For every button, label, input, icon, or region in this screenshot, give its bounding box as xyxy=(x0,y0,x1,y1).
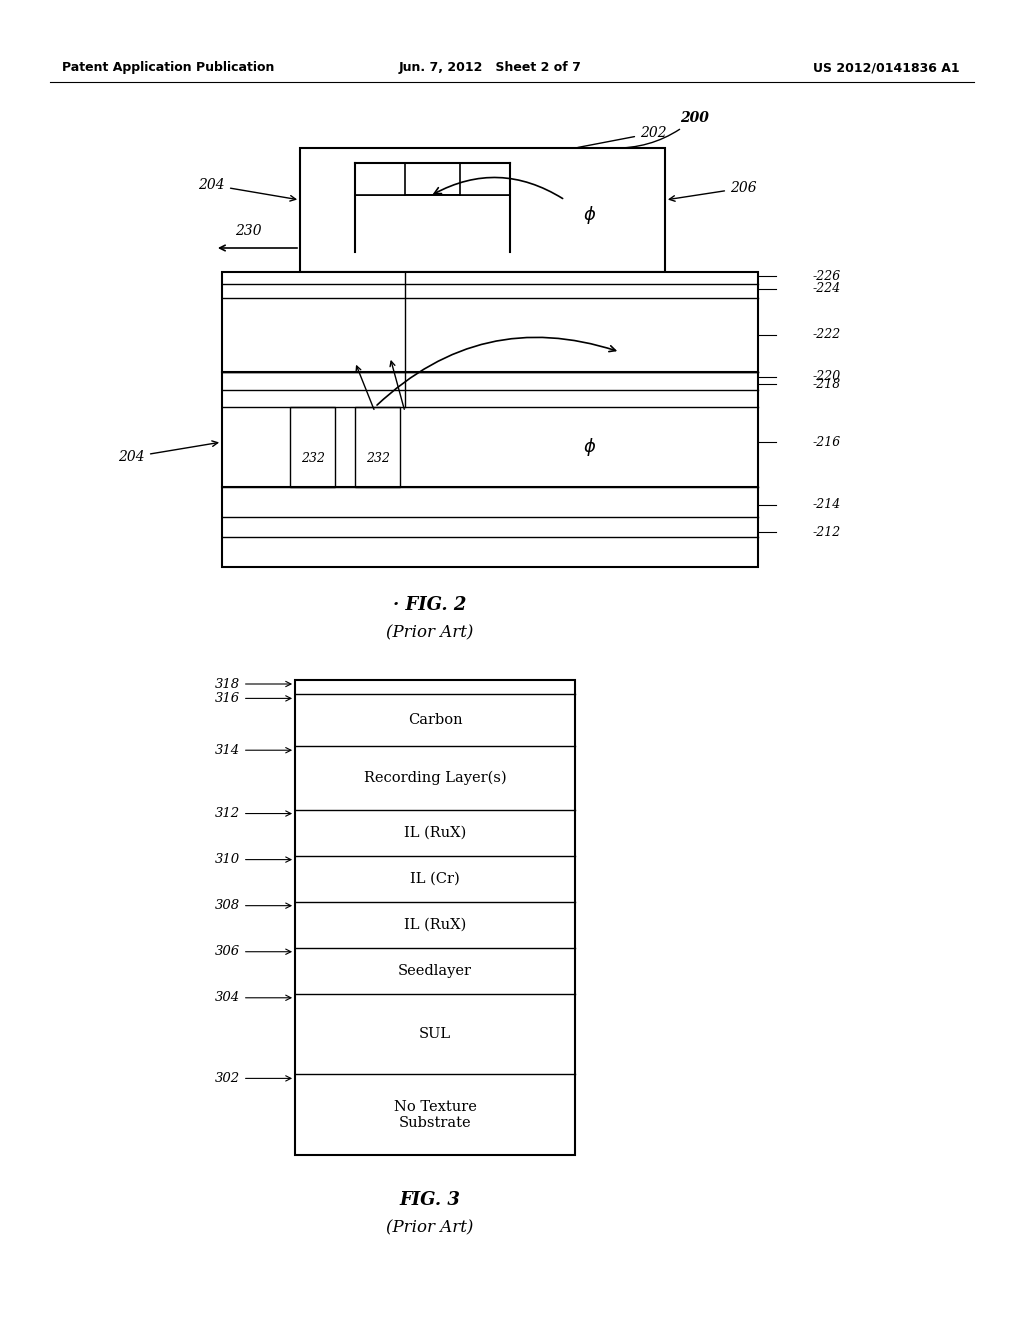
Text: 302: 302 xyxy=(215,1072,291,1085)
Text: 206: 206 xyxy=(670,181,757,201)
Text: Carbon: Carbon xyxy=(408,713,462,727)
FancyArrowPatch shape xyxy=(377,338,615,405)
Text: Jun. 7, 2012   Sheet 2 of 7: Jun. 7, 2012 Sheet 2 of 7 xyxy=(398,62,582,74)
Text: (Prior Art): (Prior Art) xyxy=(386,1220,474,1237)
Text: FIG. 3: FIG. 3 xyxy=(399,1191,461,1209)
Text: -218: -218 xyxy=(813,378,842,391)
Text: -222: -222 xyxy=(813,329,842,342)
Text: 204: 204 xyxy=(199,178,296,201)
Text: 314: 314 xyxy=(215,743,291,756)
Text: -216: -216 xyxy=(813,436,842,449)
Text: IL (Cr): IL (Cr) xyxy=(411,871,460,886)
Bar xyxy=(295,680,575,1155)
Bar xyxy=(355,407,400,487)
Text: -214: -214 xyxy=(813,499,842,511)
Bar xyxy=(356,165,509,194)
Bar xyxy=(290,407,335,487)
Text: No Texture
Substrate: No Texture Substrate xyxy=(393,1100,476,1130)
Text: -224: -224 xyxy=(813,282,842,296)
Text: · FIG. 2: · FIG. 2 xyxy=(393,597,467,614)
Text: IL (RuX): IL (RuX) xyxy=(403,917,466,932)
Text: -212: -212 xyxy=(813,525,842,539)
Text: 202: 202 xyxy=(578,125,667,148)
Text: $\phi$: $\phi$ xyxy=(584,436,597,458)
Text: 230: 230 xyxy=(234,224,261,238)
Text: (Prior Art): (Prior Art) xyxy=(386,624,474,642)
Text: -226: -226 xyxy=(813,269,842,282)
FancyArrowPatch shape xyxy=(356,366,374,409)
Text: 204: 204 xyxy=(119,441,218,465)
Text: 316: 316 xyxy=(215,692,291,705)
Bar xyxy=(355,162,510,195)
Bar xyxy=(355,162,406,195)
Text: Patent Application Publication: Patent Application Publication xyxy=(62,62,274,74)
FancyArrowPatch shape xyxy=(390,362,404,409)
Text: 308: 308 xyxy=(215,899,291,912)
Text: $\phi$: $\phi$ xyxy=(584,205,597,226)
Bar xyxy=(222,272,758,568)
Text: -220: -220 xyxy=(813,371,842,384)
Text: Recording Layer(s): Recording Layer(s) xyxy=(364,771,506,785)
Text: Seedlayer: Seedlayer xyxy=(398,964,472,978)
Text: US 2012/0141836 A1: US 2012/0141836 A1 xyxy=(813,62,961,74)
Bar xyxy=(460,162,510,195)
Text: 318: 318 xyxy=(215,677,291,690)
Text: IL (RuX): IL (RuX) xyxy=(403,825,466,840)
Text: SUL: SUL xyxy=(419,1027,451,1041)
Text: 306: 306 xyxy=(215,945,291,958)
Text: 310: 310 xyxy=(215,853,291,866)
Text: 232: 232 xyxy=(301,453,325,466)
Text: 232: 232 xyxy=(366,453,390,466)
FancyArrowPatch shape xyxy=(434,177,562,198)
Text: 304: 304 xyxy=(215,991,291,1005)
Text: 312: 312 xyxy=(215,807,291,820)
Bar xyxy=(300,148,665,272)
Text: 200: 200 xyxy=(612,111,709,148)
